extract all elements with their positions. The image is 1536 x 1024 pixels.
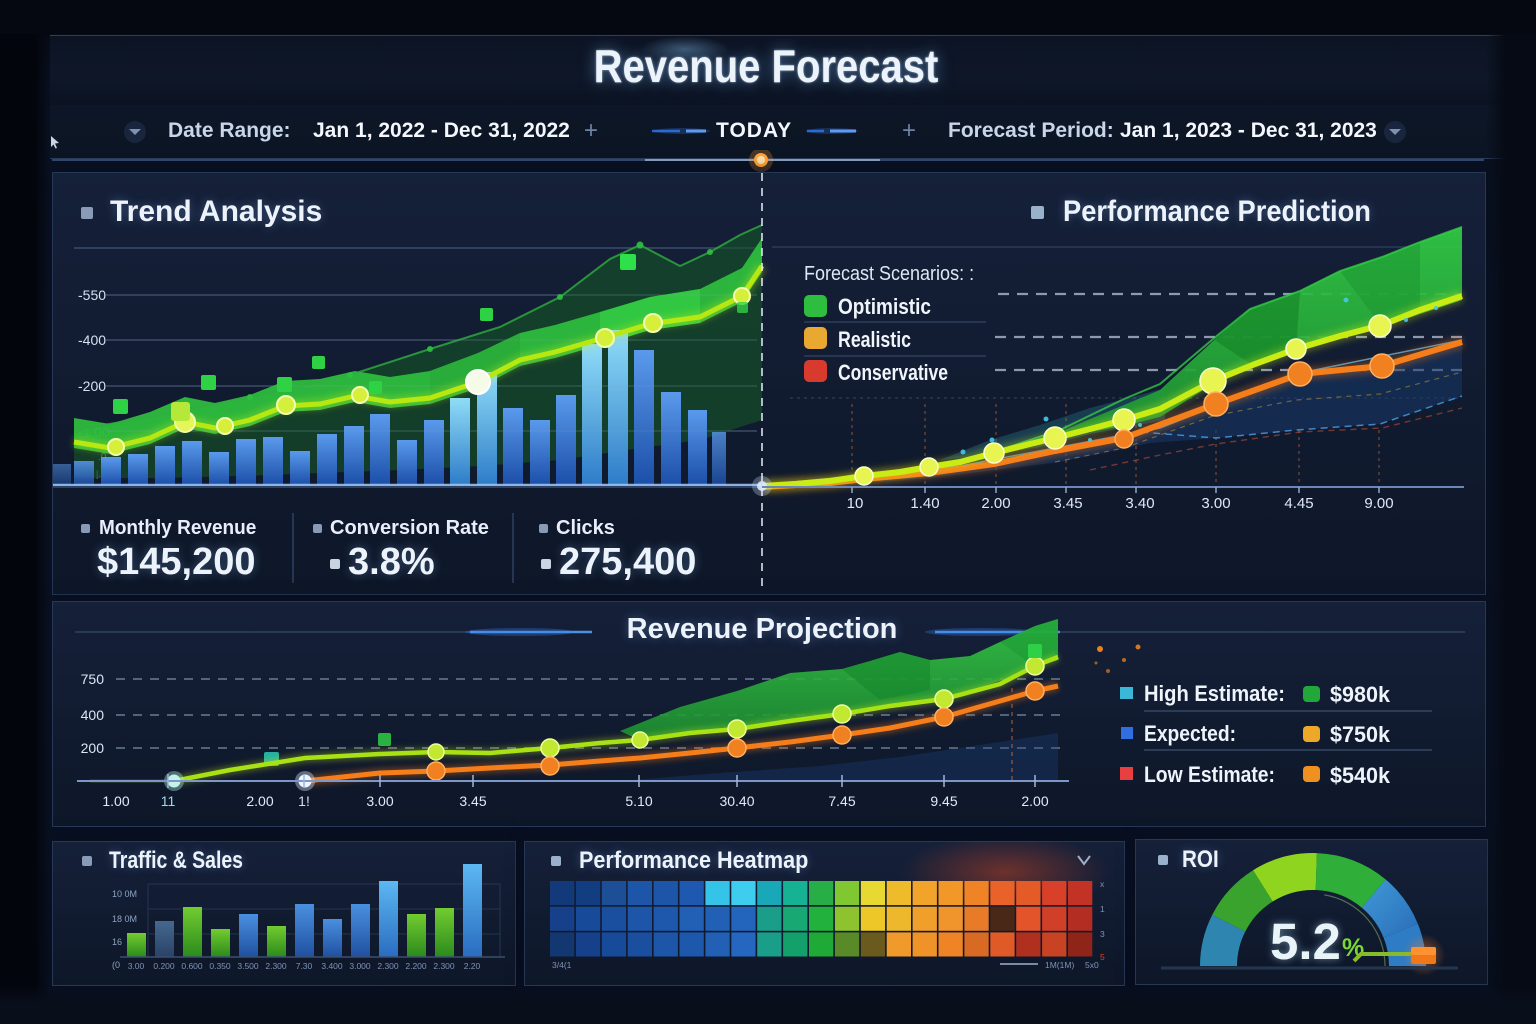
svg-text:3.500: 3.500 [237, 961, 259, 971]
svg-text:18 0M: 18 0M [112, 914, 137, 924]
svg-text:7.45: 7.45 [828, 793, 855, 809]
svg-text:-400: -400 [78, 332, 106, 348]
svg-text:2.300: 2.300 [377, 961, 399, 971]
svg-text:2.00: 2.00 [981, 495, 1010, 512]
svg-text:3.400: 3.400 [321, 961, 343, 971]
svg-text:3/4(1: 3/4(1 [552, 960, 572, 970]
svg-text:0.200: 0.200 [153, 961, 175, 971]
svg-text:30.40: 30.40 [719, 793, 754, 809]
svg-text:4.45: 4.45 [1284, 495, 1313, 512]
svg-text:3.00: 3.00 [1201, 495, 1230, 512]
svg-text:Low Estimate:: Low Estimate: [1144, 762, 1275, 787]
svg-text:$750k: $750k [1330, 722, 1391, 747]
svg-text:Expected:: Expected: [1144, 721, 1236, 746]
svg-text:0.350: 0.350 [209, 961, 231, 971]
svg-text:Optimistic: Optimistic [838, 294, 931, 319]
svg-text:5x0: 5x0 [1085, 960, 1099, 970]
svg-text:5.2: 5.2 [1270, 913, 1341, 970]
svg-text:(0: (0 [112, 960, 120, 970]
svg-text:200: 200 [81, 740, 105, 756]
svg-text:$540k: $540k [1330, 763, 1391, 788]
svg-text:3.000: 3.000 [349, 961, 371, 971]
svg-text:1!: 1! [298, 793, 310, 809]
svg-text:2.300: 2.300 [265, 961, 287, 971]
svg-text:5: 5 [1100, 952, 1105, 962]
svg-text:10 0M: 10 0M [112, 889, 137, 899]
svg-text:3.40: 3.40 [1125, 495, 1154, 512]
svg-text:9.00: 9.00 [1364, 495, 1393, 512]
svg-text:x: x [1100, 879, 1105, 889]
svg-text:7.30: 7.30 [296, 961, 313, 971]
svg-text:16: 16 [112, 937, 122, 947]
svg-text:750: 750 [81, 671, 105, 687]
svg-text:1.00: 1.00 [102, 793, 129, 809]
svg-text:2.20: 2.20 [464, 961, 481, 971]
svg-text:%: % [1342, 934, 1364, 962]
svg-text:0.600: 0.600 [181, 961, 203, 971]
svg-text:1M(1M): 1M(1M) [1045, 960, 1074, 970]
svg-text:3.00: 3.00 [128, 961, 145, 971]
svg-text:-200: -200 [78, 378, 106, 394]
svg-text:2.00: 2.00 [1021, 793, 1048, 809]
svg-text:400: 400 [81, 707, 105, 723]
svg-text:3.45: 3.45 [1053, 495, 1082, 512]
svg-text:Conservative: Conservative [838, 360, 948, 385]
svg-text:2.300: 2.300 [433, 961, 455, 971]
svg-text:9.45: 9.45 [930, 793, 957, 809]
svg-text:3.00: 3.00 [366, 793, 393, 809]
svg-text:3.45: 3.45 [459, 793, 486, 809]
svg-text:Realistic: Realistic [838, 327, 911, 352]
svg-text:10: 10 [847, 495, 864, 512]
svg-text:2.200: 2.200 [405, 961, 427, 971]
svg-text:1.40: 1.40 [910, 495, 939, 512]
svg-text:3: 3 [1100, 929, 1105, 939]
svg-text:11: 11 [161, 793, 176, 809]
svg-text:$980k: $980k [1330, 682, 1391, 707]
svg-text:High Estimate:: High Estimate: [1144, 681, 1285, 706]
svg-text:1: 1 [1100, 904, 1105, 914]
svg-text:5.10: 5.10 [625, 793, 652, 809]
svg-text:2.00: 2.00 [246, 793, 273, 809]
svg-text:-550: -550 [78, 287, 106, 303]
